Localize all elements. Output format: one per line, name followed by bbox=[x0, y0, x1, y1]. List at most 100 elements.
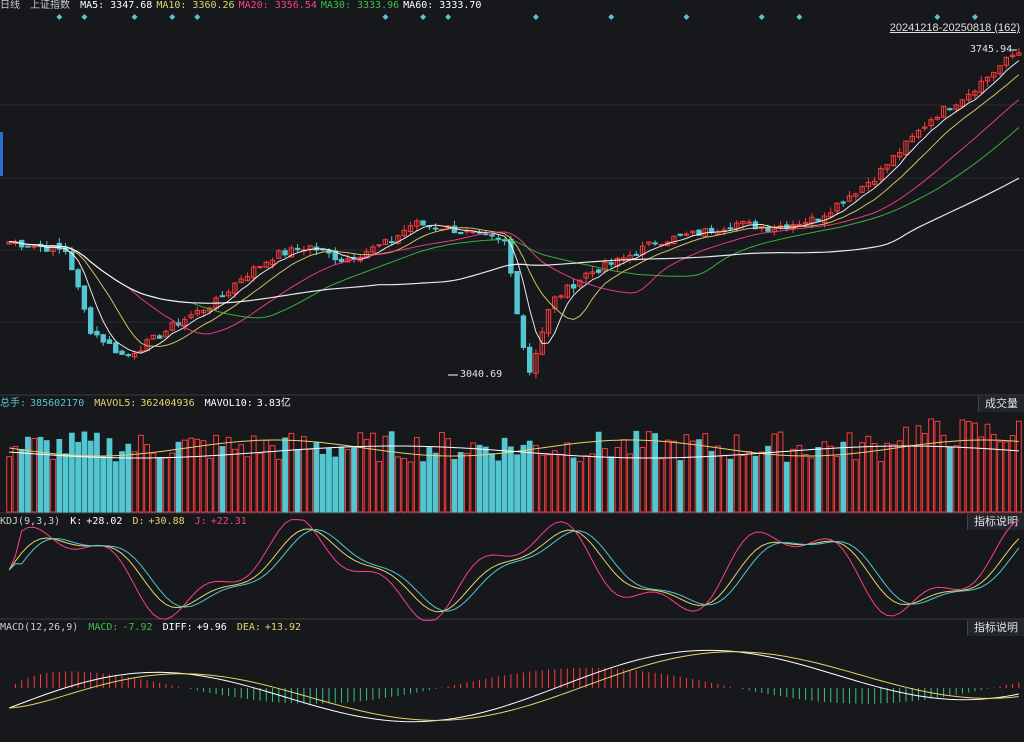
candle-body bbox=[520, 315, 527, 348]
volume-bar bbox=[438, 432, 445, 513]
date-range[interactable]: 20241218-20250818 (162) bbox=[889, 22, 1020, 34]
volume-bar bbox=[746, 450, 753, 513]
volume-bar bbox=[972, 422, 978, 513]
signal-marker bbox=[131, 14, 138, 20]
volume-bar bbox=[144, 444, 150, 513]
candle-body bbox=[909, 135, 915, 143]
kdj-k-label: K: bbox=[70, 516, 83, 527]
macd-info-button[interactable]: 指标说明 bbox=[967, 620, 1024, 636]
volume-bar bbox=[370, 432, 376, 513]
candle-body bbox=[188, 314, 194, 319]
volume-bar bbox=[683, 434, 690, 513]
volume-bar bbox=[702, 433, 709, 513]
volume-bar bbox=[834, 456, 840, 513]
volume-bar bbox=[846, 432, 853, 513]
volume-bar bbox=[533, 444, 539, 513]
candle-body bbox=[984, 76, 991, 82]
signal-marker bbox=[445, 14, 452, 20]
volume-button[interactable]: 成交量 bbox=[978, 396, 1024, 412]
ma-line-30 bbox=[9, 127, 1020, 319]
volume-bar bbox=[213, 435, 219, 513]
volume-bar bbox=[282, 437, 288, 513]
volume-header: 总手: 385602170 MAVOL5: 362404936 MAVOL10: 3.… bbox=[0, 398, 295, 410]
volume-bar bbox=[765, 445, 771, 513]
candle-body bbox=[940, 106, 947, 118]
volume-bar bbox=[338, 446, 345, 513]
candle-body bbox=[652, 242, 658, 245]
volume-bar bbox=[809, 457, 815, 513]
volume-bar bbox=[526, 440, 533, 513]
mavol5-line bbox=[9, 439, 1019, 457]
volume-bar bbox=[395, 456, 401, 513]
volume-bar bbox=[1015, 420, 1022, 513]
candle-body bbox=[671, 235, 677, 245]
volume-bar bbox=[137, 434, 144, 513]
volume-bar bbox=[43, 440, 50, 513]
kdj-j-line bbox=[8, 519, 1020, 621]
volume-bar bbox=[1003, 441, 1010, 513]
volume-bar bbox=[708, 450, 715, 513]
volume-bar bbox=[225, 436, 232, 513]
volume-bar bbox=[595, 431, 602, 513]
volume-bar bbox=[783, 461, 790, 513]
candle-body bbox=[257, 265, 263, 268]
volume-bar bbox=[18, 448, 25, 513]
candle-body bbox=[370, 246, 376, 253]
volume-bar bbox=[884, 442, 891, 513]
candle-body bbox=[740, 220, 746, 225]
volume-bar bbox=[721, 454, 727, 513]
volume-bar bbox=[206, 457, 213, 513]
volume-bar bbox=[87, 440, 94, 513]
volume-bar bbox=[257, 452, 263, 513]
volume-bar bbox=[520, 444, 527, 513]
volume-bar bbox=[332, 456, 339, 513]
candle-body bbox=[119, 350, 125, 355]
candle-body bbox=[276, 250, 282, 259]
candle-body bbox=[131, 353, 138, 358]
volume-bar bbox=[489, 453, 495, 513]
price-header: 日线 上证指数 MA5: 3347.68 MA10: 3360.26 MA20: 3… bbox=[0, 0, 489, 12]
volume-bar bbox=[413, 437, 420, 513]
signal-marker bbox=[56, 14, 63, 20]
candle-body bbox=[570, 284, 577, 289]
candle-body bbox=[163, 330, 169, 338]
volume-bar bbox=[903, 426, 909, 513]
signal-marker bbox=[934, 14, 941, 20]
kdj-info-button[interactable]: 指标说明 bbox=[967, 514, 1024, 530]
signal-marker bbox=[971, 14, 978, 20]
volume-bar bbox=[81, 431, 88, 513]
candle-body bbox=[263, 261, 269, 268]
volume-bar bbox=[62, 453, 69, 513]
candle-body bbox=[696, 229, 702, 236]
volume-bar bbox=[6, 456, 13, 513]
volume-bar bbox=[614, 447, 621, 513]
candle-body bbox=[1009, 54, 1016, 58]
candle-body bbox=[244, 275, 251, 282]
candle-body bbox=[733, 222, 740, 229]
high-annotation: 3745.94 bbox=[970, 44, 1013, 55]
volume-bar bbox=[301, 436, 307, 513]
volume-total-label: 总手: bbox=[0, 398, 27, 409]
volume-bar bbox=[112, 461, 119, 513]
candle-body bbox=[401, 229, 407, 237]
volume-bar bbox=[125, 443, 132, 513]
candle-body bbox=[577, 279, 583, 287]
candle-body bbox=[545, 309, 552, 334]
ma-line-10 bbox=[9, 74, 1020, 347]
candle-body bbox=[100, 334, 106, 343]
ma-legend-item: MA10: 3360.26 bbox=[156, 0, 235, 11]
kdj-k: +28.02 bbox=[86, 516, 123, 527]
volume-bar bbox=[50, 458, 56, 513]
candle-body bbox=[219, 295, 226, 298]
volume-bar bbox=[677, 460, 684, 513]
candle-body bbox=[489, 234, 495, 237]
candle-body bbox=[646, 241, 652, 245]
diff-label: DIFF: bbox=[162, 622, 193, 633]
volume-bar bbox=[583, 455, 590, 513]
volume-bar bbox=[432, 452, 439, 513]
diff-line bbox=[8, 649, 1019, 723]
candle-body bbox=[94, 330, 100, 336]
volume-bar bbox=[934, 420, 941, 513]
candle-body bbox=[859, 185, 865, 193]
